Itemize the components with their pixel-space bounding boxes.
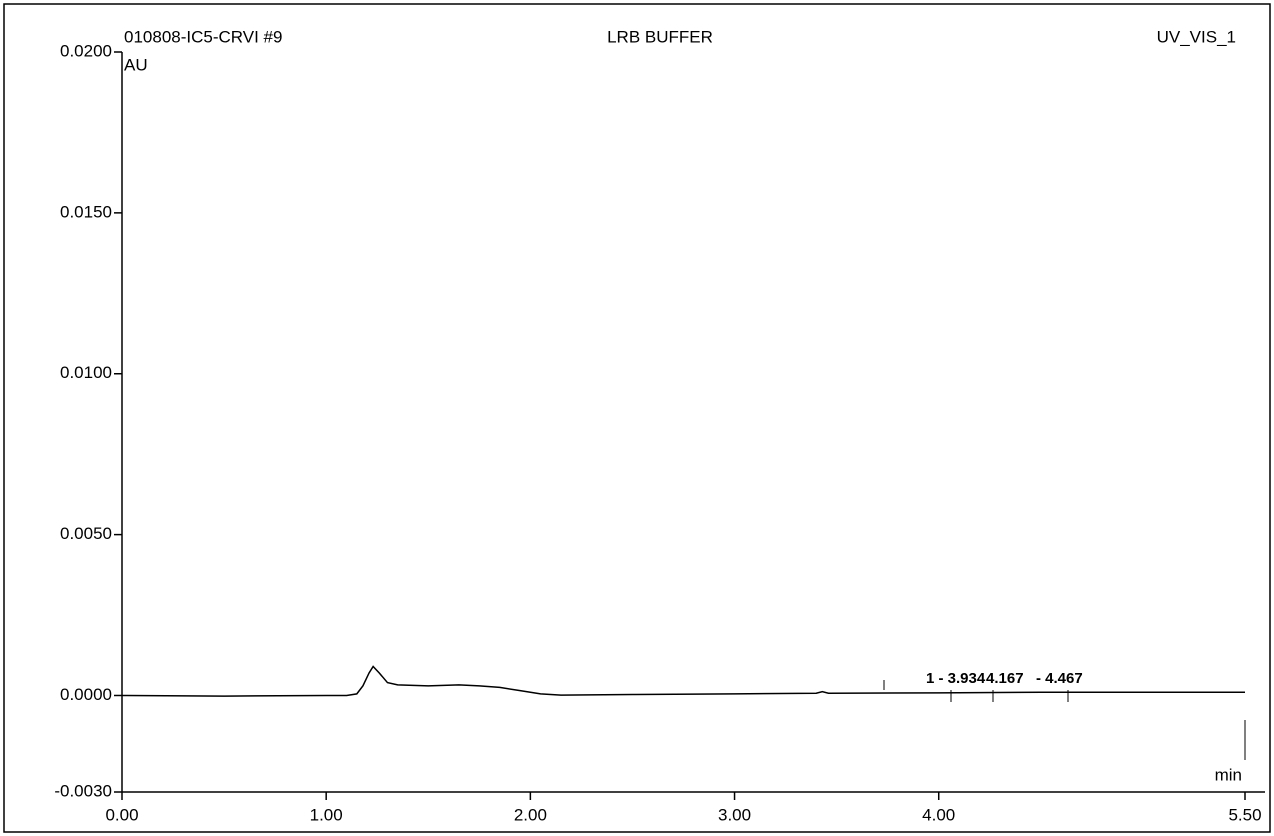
sample-name: 010808-IC5-CRVI #9 [124, 27, 282, 46]
y-tick-label: 0.0050 [60, 524, 112, 543]
y-tick-label: 0.0000 [60, 685, 112, 704]
frame [3, 3, 1271, 833]
peak-label: 1 - 3.934 [926, 670, 986, 687]
x-tick-label: 4.00 [922, 805, 955, 824]
y-tick-label: 0.0100 [60, 363, 112, 382]
x-tick-label: 2.00 [514, 805, 547, 824]
x-tick-label: 5.50 [1228, 805, 1261, 824]
x-tick-label: 1.00 [310, 805, 343, 824]
y-tick-label: 0.0150 [60, 202, 112, 221]
chart-title: LRB BUFFER [607, 27, 713, 46]
y-tick-label: -0.0030 [54, 781, 112, 800]
channel-name: UV_VIS_1 [1157, 27, 1236, 46]
y-axis-label: AU [124, 55, 148, 74]
x-tick-label: 3.00 [718, 805, 751, 824]
y-tick-label: 0.0200 [60, 41, 112, 60]
trace [121, 665, 1245, 697]
peak-label: 4.167 [986, 670, 1024, 687]
peak-label: - 4.467 [1036, 670, 1083, 687]
x-axis-label: min [1215, 765, 1242, 784]
x-tick-label: 0.00 [105, 805, 138, 824]
